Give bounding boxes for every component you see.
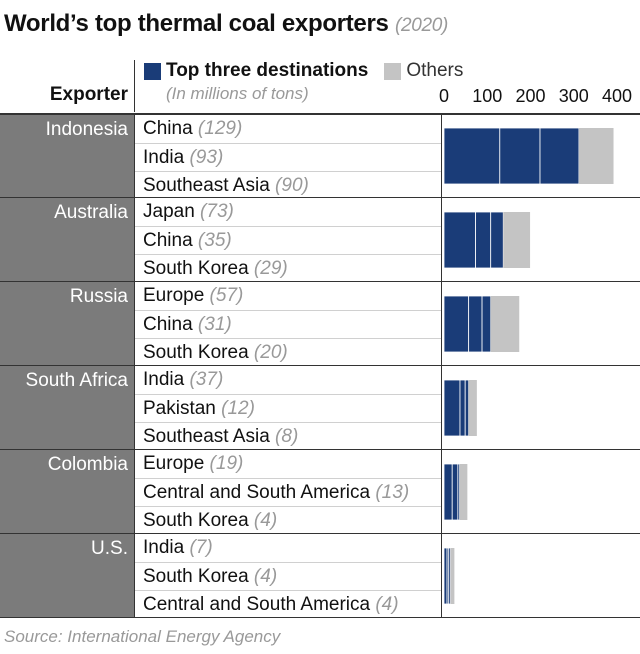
- chart-title-year: (2020): [394, 15, 449, 36]
- destination-row: South Korea (20): [135, 338, 441, 366]
- exporters-table: Indonesia China (129) India (93) Southeast …: [0, 113, 640, 617]
- destination-value: (29): [253, 258, 288, 279]
- destination-row: Central and South America (13): [135, 478, 441, 506]
- destinations-list: India (37) Pakistan (12) Southeast Asia (8…: [134, 366, 442, 449]
- destination-value: (37): [189, 369, 224, 390]
- exporter-name: Colombia: [0, 450, 134, 533]
- destination-value: (93): [189, 147, 224, 168]
- exporter-name: Indonesia: [0, 115, 134, 197]
- destinations-list: Japan (73) China (35) South Korea (29): [134, 198, 442, 281]
- destination-name: India: [143, 147, 190, 168]
- destination-name: China: [143, 230, 198, 251]
- destination-name: Central and South America: [143, 482, 376, 503]
- x-tick-label: 300: [558, 86, 589, 106]
- chart-title: World’s top thermal coal exporters (2020…: [4, 10, 448, 38]
- destination-value: (4): [253, 510, 278, 531]
- destination-value: (35): [197, 230, 232, 251]
- units-label: (In millions of tons): [166, 84, 309, 103]
- x-tick-label: 200: [515, 86, 546, 106]
- destination-value: (31): [197, 314, 232, 335]
- destination-name: China: [143, 118, 198, 139]
- destination-row: South Korea (4): [135, 506, 441, 534]
- source-note: Source: International Energy Agency: [4, 627, 281, 646]
- destination-row: India (37): [135, 366, 441, 394]
- destination-row: India (7): [135, 534, 441, 562]
- destination-value: (13): [375, 482, 410, 503]
- exporter-name: Russia: [0, 282, 134, 365]
- destination-name: South Korea: [143, 342, 254, 363]
- destination-row: Southeast Asia (8): [135, 422, 441, 450]
- chart-title-text: World’s top thermal coal exporters: [4, 10, 389, 37]
- destination-value: (57): [209, 285, 244, 306]
- table-bottom-border: [0, 617, 640, 618]
- destination-row: South Korea (29): [135, 254, 441, 282]
- exporter-column-header: Exporter: [49, 84, 128, 105]
- destination-value: (73): [200, 201, 234, 222]
- x-tick-label: 0: [438, 86, 450, 106]
- exporter-name: Australia: [0, 198, 134, 281]
- exporter-group: Russia Europe (57) China (31) South Korea (…: [0, 281, 640, 365]
- destination-value: (19): [209, 453, 244, 474]
- destination-row: China (35): [135, 226, 441, 254]
- destination-name: South Korea: [143, 566, 254, 587]
- exporter-group: Australia Japan (73) China (35) South Korea…: [0, 197, 640, 281]
- destination-name: Europe: [143, 453, 210, 474]
- legend-label-top: Top three destinations: [166, 60, 369, 81]
- destination-row: Europe (19): [135, 450, 441, 478]
- destinations-list: China (129) India (93) Southeast Asia (90): [134, 115, 442, 197]
- destination-name: Central and South America: [143, 594, 376, 615]
- destination-value: (90): [275, 175, 309, 196]
- destination-row: Southeast Asia (90): [135, 171, 441, 199]
- destination-name: Southeast Asia: [143, 175, 276, 196]
- destinations-list: India (7) South Korea (4) Central and Sout…: [134, 534, 442, 617]
- legend-swatch-top: [144, 62, 161, 80]
- destination-name: Europe: [143, 285, 210, 306]
- x-tick-label: 100: [472, 86, 503, 106]
- destination-name: South Korea: [143, 258, 254, 279]
- destination-row: Pakistan (12): [135, 394, 441, 422]
- destination-name: China: [143, 314, 198, 335]
- destination-value: (4): [253, 566, 278, 587]
- destination-value: (20): [253, 342, 288, 363]
- destination-name: Japan: [143, 201, 201, 222]
- destination-value: (129): [197, 118, 243, 139]
- exporter-group: Colombia Europe (19) Central and South Ame…: [0, 449, 640, 533]
- exporter-name: U.S.: [0, 534, 134, 617]
- exporter-group: U.S. India (7) South Korea (4) Central and …: [0, 533, 640, 617]
- destination-row: Japan (73): [135, 198, 441, 226]
- destinations-list: Europe (57) China (31) South Korea (20): [134, 282, 442, 365]
- destination-row: India (93): [135, 143, 441, 171]
- destination-name: India: [143, 537, 190, 558]
- destination-name: India: [143, 369, 190, 390]
- legend: Top three destinations Others: [144, 59, 463, 83]
- exporter-group: South Africa India (37) Pakistan (12) South…: [0, 365, 640, 449]
- exporter-name: South Africa: [0, 366, 134, 449]
- destination-value: (4): [375, 594, 399, 615]
- destination-row: South Korea (4): [135, 562, 441, 590]
- legend-swatch-others: [384, 62, 402, 80]
- destination-value: (12): [221, 398, 255, 419]
- destination-value: (7): [189, 537, 213, 558]
- destination-row: China (31): [135, 310, 441, 338]
- destination-value: (8): [275, 426, 299, 447]
- destinations-list: Europe (19) Central and South America (13…: [134, 450, 442, 533]
- x-tick-label: 400: [601, 86, 633, 106]
- destination-row: Central and South America (4): [135, 590, 441, 618]
- exporter-group: Indonesia China (129) India (93) Southeast …: [0, 113, 640, 197]
- destination-name: Pakistan: [143, 398, 222, 419]
- destination-name: South Korea: [143, 510, 254, 531]
- destination-name: Southeast Asia: [143, 426, 276, 447]
- destination-row: China (129): [135, 115, 441, 143]
- header-divider: [134, 60, 135, 112]
- destination-row: Europe (57): [135, 282, 441, 310]
- legend-label-others: Others: [406, 60, 464, 81]
